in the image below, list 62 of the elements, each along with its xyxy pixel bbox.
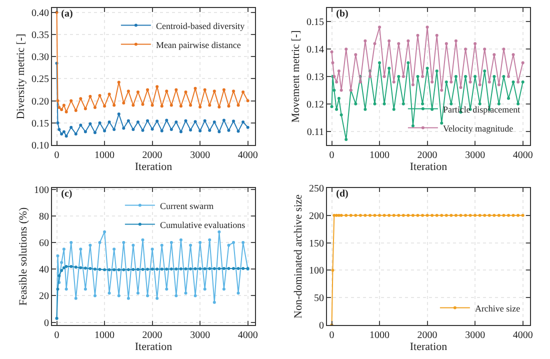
legend-label: Archive size bbox=[474, 303, 520, 314]
x-tick-label: 1000 bbox=[370, 150, 390, 161]
x-axis-title: Iteration bbox=[410, 341, 448, 354]
y-tick-label: 100 bbox=[309, 266, 324, 277]
x-axis-title: Iteration bbox=[134, 341, 173, 354]
y-tick-label: 50 bbox=[314, 293, 324, 304]
legend-label: Mean pairwise distance bbox=[156, 40, 241, 50]
x-tick-label: 3000 bbox=[465, 330, 486, 341]
chart-title: (a) bbox=[61, 8, 73, 20]
x-tick-label: 1000 bbox=[370, 330, 390, 341]
y-tick-label: 0.30 bbox=[32, 52, 49, 64]
legend-label: Velocity magnitude bbox=[442, 123, 514, 134]
x-tick-label: 0 bbox=[329, 150, 334, 161]
legend-label: Centroid-based diversity bbox=[156, 20, 246, 31]
y-tick-label: 250 bbox=[309, 184, 324, 194]
x-tick-label: 3000 bbox=[190, 330, 210, 341]
y-tick-label: 0.40 bbox=[32, 8, 49, 19]
x-tick-label: 0 bbox=[329, 330, 334, 341]
x-tick-label: 0 bbox=[54, 330, 60, 341]
x-tick-label: 4000 bbox=[238, 330, 258, 341]
x-tick-label: 1000 bbox=[94, 150, 115, 161]
y-tick-label: 0.12 bbox=[306, 99, 324, 110]
x-tick-label: 3000 bbox=[465, 150, 486, 161]
y-tick-label: 150 bbox=[309, 238, 324, 250]
x-tick-label: 4000 bbox=[238, 150, 258, 161]
y-axis-title: Feasible solutions (%) bbox=[18, 206, 30, 306]
y-tick-label: 20 bbox=[39, 291, 49, 302]
y-tick-label: 100 bbox=[34, 184, 49, 196]
x-tick-label: 1000 bbox=[94, 330, 115, 341]
y-tick-label: 0.35 bbox=[32, 30, 49, 42]
y-tick-label: 200 bbox=[309, 210, 324, 222]
chart-title: (d) bbox=[336, 188, 348, 200]
x-tick-label: 4000 bbox=[512, 330, 533, 341]
y-tick-label: 0.11 bbox=[306, 126, 324, 138]
x-tick-label: 4000 bbox=[512, 150, 533, 161]
x-tick-label: 0 bbox=[54, 150, 60, 161]
y-axis-title: Non-dominated archive size bbox=[292, 194, 305, 319]
legend-label: Current swarm bbox=[160, 200, 214, 211]
y-tick-label: 40 bbox=[39, 264, 49, 276]
x-tick-label: 3000 bbox=[190, 150, 210, 161]
x-axis-title: Iteration bbox=[410, 161, 448, 174]
y-tick-label: 0.15 bbox=[32, 118, 49, 130]
y-tick-label: 0.15 bbox=[306, 17, 324, 28]
legend-label: Cumulative evaluations bbox=[160, 220, 246, 230]
y-tick-label: 0 bbox=[319, 320, 324, 332]
x-tick-label: 2000 bbox=[417, 150, 438, 161]
y-tick-label: 0.20 bbox=[32, 96, 49, 108]
x-tick-label: 2000 bbox=[142, 150, 162, 161]
y-tick-label: 0.14 bbox=[306, 44, 324, 56]
y-axis-title: Diversity metric [-] bbox=[15, 34, 28, 120]
y-tick-label: 0.13 bbox=[306, 72, 324, 83]
chart-title: (b) bbox=[336, 8, 348, 20]
y-tick-label: 0 bbox=[44, 318, 49, 329]
x-axis-title: Iteration bbox=[134, 161, 173, 174]
chart-title: (c) bbox=[61, 188, 72, 200]
y-tick-label: 80 bbox=[39, 211, 49, 222]
x-tick-label: 2000 bbox=[417, 330, 438, 341]
x-tick-label: 2000 bbox=[142, 330, 162, 341]
y-axis-title: Movement metric [-] bbox=[290, 30, 302, 123]
y-tick-label: 0.10 bbox=[32, 140, 49, 152]
y-tick-label: 0.25 bbox=[32, 74, 49, 86]
y-tick-label: 60 bbox=[39, 238, 49, 250]
